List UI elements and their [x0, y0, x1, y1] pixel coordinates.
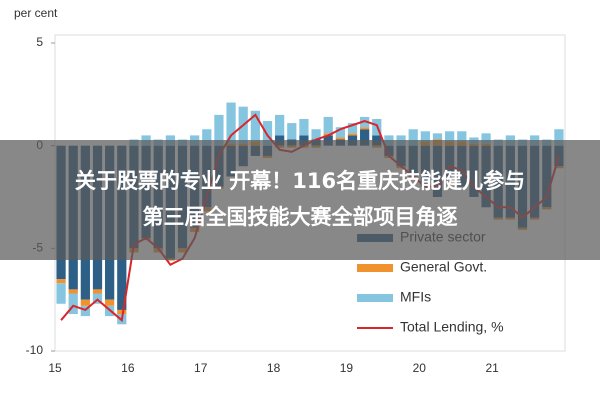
bar [262, 121, 273, 146]
bar [56, 283, 66, 304]
legend-swatch [357, 294, 393, 302]
bar [311, 129, 321, 140]
bar [445, 131, 455, 142]
bar [457, 131, 467, 142]
bar [323, 116, 333, 134]
bar [202, 129, 212, 146]
bar [408, 129, 418, 146]
bar [360, 127, 370, 130]
overlay-text: 第三届全国技能大赛全部项目角逐 [143, 205, 458, 229]
legend-label: Total Lending, % [400, 319, 504, 335]
bar [287, 123, 297, 140]
x-tick-label: 17 [194, 361, 208, 375]
x-tick-label: 16 [121, 361, 135, 375]
x-tick-label: 21 [485, 361, 499, 375]
x-tick-label: 15 [48, 361, 62, 375]
bar [68, 289, 78, 294]
bar [347, 133, 358, 136]
bar [68, 293, 78, 315]
y-axis-label: per cent [14, 6, 58, 20]
y-tick-label: 5 [36, 35, 43, 49]
legend-swatch [357, 264, 393, 272]
bar [105, 299, 115, 306]
bar [335, 127, 345, 138]
overlay-text: 关于股票的专业 开幕！116名重庆技能健儿参与 [75, 169, 525, 193]
x-tick-label: 19 [340, 361, 354, 375]
overlay-banner [0, 140, 600, 260]
bar [226, 102, 236, 144]
bar [275, 114, 285, 136]
bar [299, 118, 309, 136]
bar [92, 289, 103, 294]
x-tick-label: 20 [413, 361, 427, 375]
bar [56, 279, 66, 284]
bar [250, 110, 260, 142]
legend-label: MFIs [400, 289, 431, 305]
bar [481, 133, 491, 144]
bar [335, 137, 345, 140]
bar [360, 129, 370, 146]
bar [117, 309, 127, 315]
x-tick-label: 18 [267, 361, 281, 375]
bar [554, 129, 564, 146]
bar [420, 131, 430, 142]
bar [214, 114, 224, 146]
bar [432, 133, 443, 140]
y-tick-label: -10 [26, 343, 44, 357]
bar [347, 123, 358, 134]
bar [80, 299, 90, 306]
legend-label: General Govt. [400, 259, 487, 275]
